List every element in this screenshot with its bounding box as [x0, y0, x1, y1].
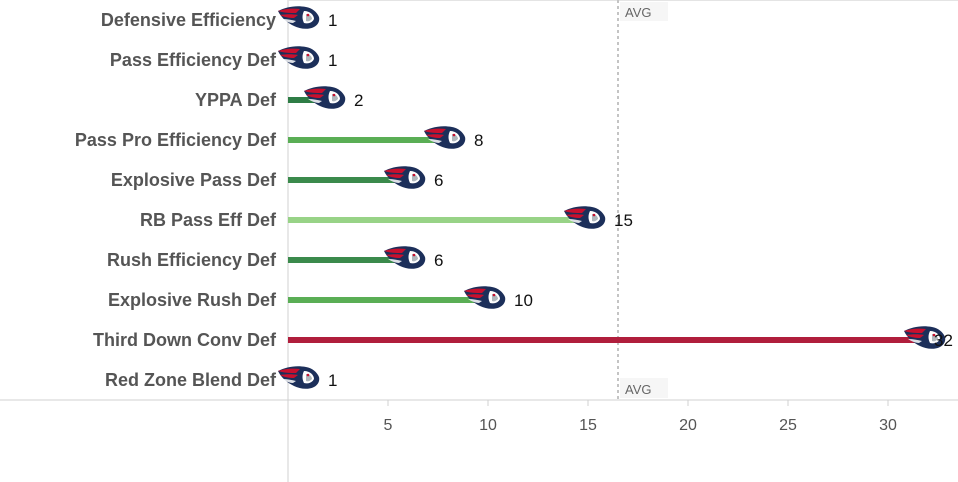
bar-row: Explosive Rush Def 10: [108, 286, 533, 310]
x-tick-label: 25: [779, 417, 797, 434]
value-label: 10: [514, 291, 533, 310]
avg-label-bottom-bg: [620, 378, 668, 398]
category-label: Rush Efficiency Def: [107, 250, 277, 270]
bar-row: Red Zone Blend Def 1: [105, 366, 337, 390]
value-label: 32: [934, 331, 953, 350]
category-label: Pass Efficiency Def: [110, 50, 277, 70]
x-tick-label: 10: [479, 417, 497, 434]
x-tick-label: 30: [879, 417, 897, 434]
patriots-logo-icon: [564, 206, 606, 229]
bar[interactable]: [288, 217, 588, 223]
bar[interactable]: [288, 177, 408, 183]
bar-row: Pass Efficiency Def 1: [110, 46, 337, 70]
value-label: 1: [328, 11, 337, 30]
category-label: Pass Pro Efficiency Def: [75, 130, 277, 150]
bar-row: Explosive Pass Def 6: [111, 166, 443, 190]
category-label: Red Zone Blend Def: [105, 370, 277, 390]
bar-row: Pass Pro Efficiency Def 8: [75, 126, 483, 150]
category-label: RB Pass Eff Def: [140, 210, 277, 230]
category-label: YPPA Def: [195, 90, 277, 110]
patriots-logo-icon: [278, 6, 320, 29]
category-label: Explosive Rush Def: [108, 290, 277, 310]
bar[interactable]: [288, 97, 328, 103]
bar-row: RB Pass Eff Def 15: [140, 206, 633, 230]
patriots-logo-icon: [464, 286, 506, 309]
bar-row: Third Down Conv Def 32: [93, 326, 953, 350]
patriots-logo-icon: [384, 246, 426, 269]
bar[interactable]: [288, 257, 408, 263]
category-label: Explosive Pass Def: [111, 170, 277, 190]
bar-row: Defensive Efficiency 1: [101, 6, 337, 30]
category-label: Defensive Efficiency: [101, 10, 276, 30]
avg-label-top-bg: [620, 2, 668, 21]
bar-row: Rush Efficiency Def 6: [107, 246, 443, 270]
bar[interactable]: [288, 297, 488, 303]
avg-label-top: AVG: [625, 5, 652, 20]
bar[interactable]: [288, 137, 448, 143]
patriots-logo-icon: [278, 366, 320, 389]
value-label: 6: [434, 171, 443, 190]
value-label: 1: [328, 371, 337, 390]
patriots-logo-icon: [424, 126, 466, 149]
patriots-logo-icon: [304, 86, 346, 109]
value-label: 15: [614, 211, 633, 230]
x-tick-label: 20: [679, 417, 697, 434]
bar[interactable]: [288, 337, 928, 343]
x-ticks: 5 10 15 20 25 30: [384, 400, 897, 434]
value-label: 6: [434, 251, 443, 270]
category-label: Third Down Conv Def: [93, 330, 277, 350]
patriots-logo-icon: [384, 166, 426, 189]
value-label: 2: [354, 91, 363, 110]
value-label: 1: [328, 51, 337, 70]
x-tick-label: 5: [384, 417, 393, 434]
x-tick-label: 15: [579, 417, 597, 434]
bar-row: YPPA Def 2: [195, 86, 363, 110]
avg-label-bottom: AVG: [625, 382, 652, 397]
patriots-logo-icon: [278, 46, 320, 69]
value-label: 8: [474, 131, 483, 150]
